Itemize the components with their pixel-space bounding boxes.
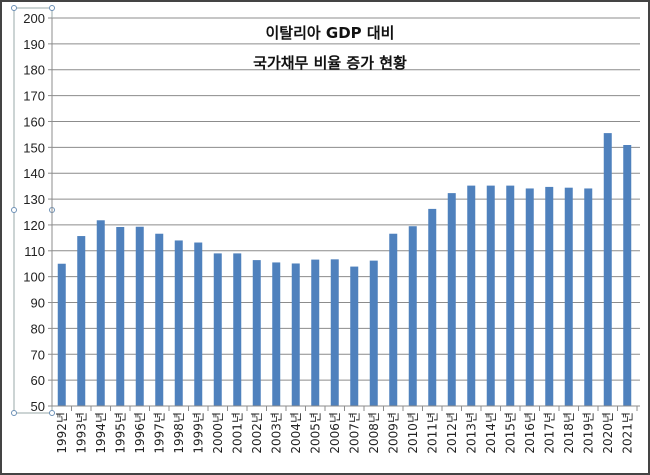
bar-1998년 [174, 240, 183, 406]
bar-2007년 [350, 266, 359, 406]
bar-2019년 [584, 188, 593, 406]
x-tick-label: 2009년 [386, 412, 400, 454]
x-tick-label: 2020년 [601, 412, 615, 454]
bar-2018년 [564, 187, 573, 406]
y-tick-label: 80 [31, 321, 45, 336]
bars [57, 133, 632, 406]
bar-2016년 [525, 188, 534, 406]
x-tick-label: 2021년 [620, 412, 634, 454]
y-tick-label: 60 [31, 373, 45, 388]
bar-2015년 [506, 185, 515, 406]
chart-title-line-2: 국가채무 비율 증가 현황 [253, 54, 407, 72]
x-tick-label: 2015년 [503, 412, 517, 454]
y-tick-label: 170 [23, 89, 45, 104]
bar-2010년 [408, 226, 417, 406]
chart-title-line-1: 이탈리아 GDP 대비 [265, 24, 394, 42]
gridlines [52, 17, 640, 381]
x-tick-label: 2003년 [269, 412, 283, 454]
x-tick-label: 1997년 [152, 412, 166, 454]
x-tick-label: 2012년 [445, 412, 459, 454]
x-tick-label: 2001년 [230, 412, 244, 454]
bar-2002년 [252, 260, 261, 406]
x-tick-label: 2017년 [542, 412, 556, 454]
bar-1995년 [116, 227, 125, 406]
x-tick-label: 2011년 [425, 412, 439, 454]
selection-handle[interactable] [11, 207, 17, 213]
bar-1994년 [96, 220, 105, 406]
y-tick-label: 70 [31, 347, 45, 362]
x-axis: 1992년 1993년 1994년 1995년 1996년 1997년 1998년 1999년… [52, 405, 640, 454]
x-tick-label: 1995년 [113, 412, 127, 454]
bar-2020년 [603, 133, 612, 406]
x-tick-label: 2004년 [289, 412, 303, 454]
y-tick-label: 120 [23, 218, 45, 233]
y-tick-label: 110 [24, 244, 45, 259]
bar-2006년 [330, 259, 339, 406]
y-tick-label: 100 [23, 270, 45, 285]
bar-2001년 [233, 253, 242, 406]
bar-2012년 [447, 193, 456, 406]
x-tick-label: 2014년 [484, 412, 498, 454]
selection-handle[interactable] [11, 410, 17, 416]
x-tick-label: 2007년 [347, 412, 361, 454]
x-tick-label: 2000년 [211, 412, 225, 454]
x-tick-label: 2008년 [367, 412, 381, 454]
bar-2004년 [291, 263, 300, 406]
bar-2017년 [545, 186, 554, 406]
y-tick-label: 160 [23, 114, 45, 129]
y-tick-label: 140 [23, 166, 45, 181]
x-tick-label: 1994년 [94, 412, 108, 454]
selection-handle[interactable] [49, 410, 55, 416]
x-tick-label: 1999년 [191, 412, 205, 454]
x-tick-label: 2002년 [250, 412, 264, 454]
y-tick-label: 200 [23, 11, 45, 26]
bar-2021년 [623, 145, 632, 406]
bar-2005년 [311, 259, 320, 406]
x-tick-label: 1992년 [55, 412, 69, 454]
bar-1993년 [77, 236, 86, 406]
x-tick-label: 2018년 [562, 412, 576, 454]
x-tick-label: 2010년 [406, 412, 420, 454]
bar-2000년 [213, 253, 222, 406]
bar-1992년 [57, 263, 66, 406]
selection-handle[interactable] [49, 5, 55, 11]
bar-2013년 [467, 185, 476, 406]
y-tick-label: 50 [31, 399, 45, 414]
bar-1997년 [155, 233, 164, 406]
x-tick-label: 2016년 [523, 412, 537, 454]
bar-1999년 [194, 242, 203, 406]
bar-1996년 [135, 226, 144, 406]
y-tick-label: 190 [23, 37, 45, 52]
y-axis[interactable]: 50 60 70 80 90 100 110 120 130 140 150 160 170 180 190… [11, 5, 55, 416]
x-tick-label: 2013년 [464, 412, 478, 454]
x-tick-label: 1998년 [172, 412, 186, 454]
y-tick-label: 150 [23, 140, 45, 155]
y-tick-label: 180 [23, 63, 45, 78]
selection-handle[interactable] [11, 5, 17, 11]
x-tick-label: 2005년 [308, 412, 322, 454]
bar-2014년 [486, 185, 495, 406]
bar-2003년 [272, 262, 281, 406]
x-tick-label: 2019년 [581, 412, 595, 454]
x-tick-label: 2006년 [328, 412, 342, 454]
x-tick-label: 1993년 [74, 412, 88, 454]
y-tick-label: 130 [23, 192, 45, 207]
y-tick-label: 90 [31, 296, 45, 311]
bar-2011년 [428, 208, 437, 406]
x-tick-label: 1996년 [133, 412, 147, 454]
bar-2008년 [369, 260, 378, 406]
bar-2009년 [389, 233, 398, 406]
